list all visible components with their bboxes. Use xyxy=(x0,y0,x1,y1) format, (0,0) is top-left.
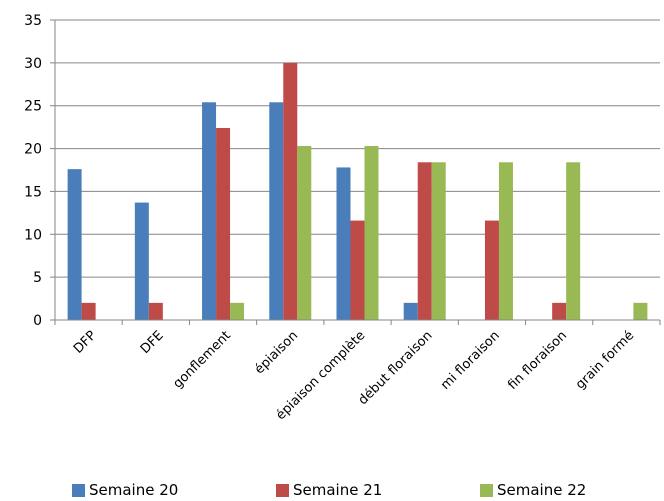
legend-label: Semaine 21 xyxy=(293,481,383,499)
x-category-label: mi floraison xyxy=(438,328,503,393)
y-axis-ticks: 0 5 10 15 20 25 30 35 xyxy=(24,13,55,329)
y-tick-label: 15 xyxy=(24,184,42,200)
legend-item-semaine-20: Semaine 20 xyxy=(72,481,178,499)
y-tick-label: 0 xyxy=(33,313,42,329)
bar xyxy=(81,302,96,320)
bar xyxy=(350,220,365,320)
x-category-label: début floraison xyxy=(356,328,436,408)
x-category-label: fin floraison xyxy=(505,328,570,393)
bar xyxy=(484,220,499,320)
y-tick-label: 35 xyxy=(24,13,42,29)
x-category-label: grain formé xyxy=(573,328,637,392)
bar xyxy=(364,146,379,320)
y-tick-label: 5 xyxy=(33,270,42,286)
legend-swatch xyxy=(276,483,289,497)
bar xyxy=(403,302,418,320)
bar xyxy=(269,102,284,321)
bar xyxy=(552,302,567,320)
legend-label: Semaine 20 xyxy=(89,481,179,499)
bar xyxy=(566,162,581,320)
bar xyxy=(498,162,513,320)
bar xyxy=(134,202,149,320)
legend-label: Semaine 22 xyxy=(497,481,587,499)
bar xyxy=(297,146,312,320)
bar xyxy=(216,128,231,320)
bars xyxy=(67,62,648,321)
x-axis-ticks xyxy=(54,320,661,325)
x-category-label: gonflement xyxy=(170,328,233,391)
bar xyxy=(148,302,163,320)
legend-swatch xyxy=(72,483,85,497)
legend: Semaine 20 Semaine 21 Semaine 22 xyxy=(0,481,664,501)
gridlines xyxy=(55,19,660,278)
bar xyxy=(67,169,82,320)
x-category-label: DFE xyxy=(138,328,167,357)
legend-swatch xyxy=(480,483,493,497)
bar xyxy=(283,62,298,320)
bar xyxy=(336,167,351,320)
x-category-label: DFP xyxy=(71,328,100,357)
y-tick-label: 10 xyxy=(24,227,42,243)
y-tick-label: 25 xyxy=(24,99,42,115)
y-tick-label: 30 xyxy=(24,56,42,72)
bar xyxy=(417,162,432,320)
bar xyxy=(230,302,245,320)
bar xyxy=(633,302,648,320)
x-category-label: épiaison xyxy=(252,328,301,377)
y-tick-label: 20 xyxy=(24,142,42,158)
bar xyxy=(431,162,446,320)
legend-item-semaine-22: Semaine 22 xyxy=(480,481,586,499)
legend-item-semaine-21: Semaine 21 xyxy=(276,481,382,499)
bar xyxy=(202,102,217,321)
